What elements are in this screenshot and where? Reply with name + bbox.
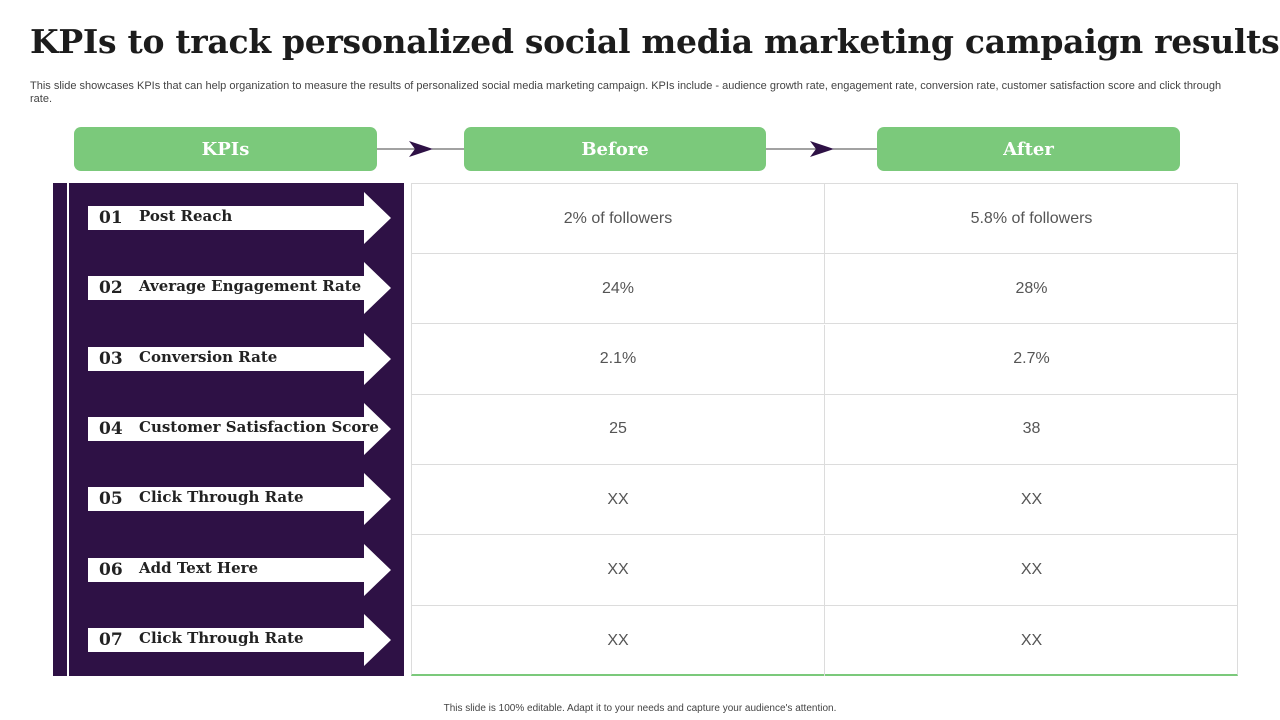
arrow-shape bbox=[88, 262, 391, 315]
table-cell-after: 5.8% of followers bbox=[825, 184, 1238, 254]
slide-title: KPIs to track personalized social media … bbox=[30, 22, 1280, 61]
kpi-label: Add Text Here bbox=[139, 558, 259, 577]
kpi-label: Click Through Rate bbox=[139, 628, 304, 647]
kpi-number: 01 bbox=[99, 208, 123, 228]
kpi-label: Customer Satisfaction Score bbox=[139, 417, 379, 436]
arrow-shape bbox=[88, 613, 391, 666]
arrow-right-icon bbox=[377, 141, 464, 157]
kpi-label: Average Engagement Rate bbox=[139, 277, 362, 296]
arrow-shape bbox=[88, 473, 391, 526]
kpi-number: 02 bbox=[99, 278, 123, 299]
slide-subtitle: This slide showcases KPIs that can help … bbox=[30, 80, 1222, 105]
header-before: Before bbox=[464, 127, 766, 171]
kpi-arrow-row: 03 Conversion Rate bbox=[88, 332, 391, 385]
table-cell-after: XX bbox=[825, 465, 1238, 536]
table-cell-before: 2.1% bbox=[412, 324, 825, 395]
table-cell-after: 28% bbox=[825, 254, 1238, 325]
kpi-number: 07 bbox=[99, 629, 123, 650]
kpi-label: Click Through Rate bbox=[139, 488, 304, 507]
kpi-number: 03 bbox=[99, 348, 123, 369]
table-cell-after: XX bbox=[825, 536, 1238, 606]
kpi-label: Post Reach bbox=[139, 207, 233, 225]
kpi-number: 05 bbox=[99, 489, 123, 510]
header-kpis: KPIs bbox=[74, 127, 377, 171]
kpi-arrow-row: 06 Add Text Here bbox=[88, 543, 391, 596]
kpi-table: 2% of followers 5.8% of followers 24% 28% 2.… bbox=[411, 183, 1238, 676]
kpi-number: 06 bbox=[99, 559, 123, 580]
table-cell-before: 24% bbox=[412, 254, 825, 325]
panel-divider bbox=[67, 183, 69, 676]
table-cell-before: XX bbox=[412, 465, 825, 536]
table-cell-after: 2.7% bbox=[825, 325, 1238, 395]
arrow-shape bbox=[88, 332, 391, 385]
table-cell-before: 2% of followers bbox=[412, 184, 825, 254]
header-after: After bbox=[877, 127, 1180, 171]
table-cell-after: XX bbox=[1020, 631, 1043, 649]
table-cell-before: 25 bbox=[412, 394, 825, 465]
kpi-number: 04 bbox=[99, 418, 123, 439]
arrow-shape bbox=[88, 543, 391, 596]
arrow-shape bbox=[88, 192, 391, 244]
arrow-right-icon bbox=[766, 141, 877, 157]
arrow-shape bbox=[88, 402, 391, 455]
slide-footer: This slide is 100% editable. Adapt it to… bbox=[443, 703, 837, 714]
table-cell-after: 38 bbox=[825, 395, 1238, 465]
kpi-label: Conversion Rate bbox=[139, 347, 278, 366]
kpi-arrow-row: 07 Click Through Rate bbox=[88, 613, 391, 666]
kpi-arrow-row: 05 Click Through Rate bbox=[88, 473, 391, 526]
table-cell-before: XX bbox=[412, 605, 825, 676]
kpi-arrow-row: 01 Post Reach bbox=[88, 192, 391, 244]
kpi-arrow-row: 02 Average Engagement Rate bbox=[88, 262, 391, 315]
table-cell-before: XX bbox=[412, 535, 825, 606]
kpi-arrow-row: 04 Customer Satisfaction Score bbox=[88, 402, 391, 455]
